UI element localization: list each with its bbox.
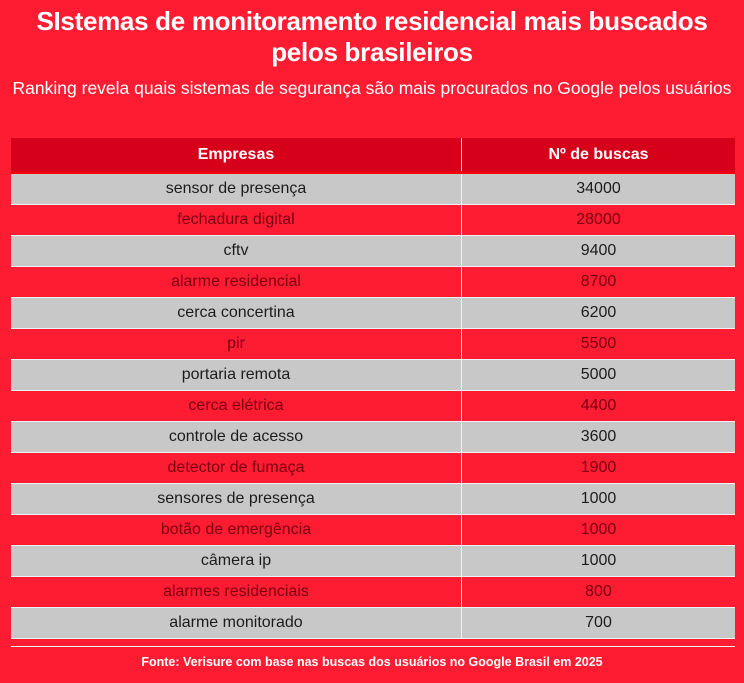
row-name: câmera ip	[11, 545, 462, 577]
row-name: sensores de presença	[11, 483, 462, 515]
table-row: fechadura digital 28000	[11, 204, 735, 236]
row-value: 34000	[461, 172, 735, 205]
table-header-row: Empresas Nº de buscas	[11, 138, 735, 174]
table-row: alarmes residenciais 800	[11, 576, 735, 608]
row-value: 1000	[461, 545, 735, 577]
source-note: Fonte: Verisure com base nas buscas dos …	[141, 655, 603, 669]
table-row: sensores de presença 1000	[11, 483, 735, 515]
row-value: 700	[461, 607, 735, 639]
row-value: 9400	[461, 235, 735, 267]
table-row: cftv 9400	[11, 235, 735, 267]
chart-title: SIstemas de monitoramento residencial ma…	[36, 6, 708, 67]
chart-subtitle: Ranking revela quais sistemas de seguran…	[12, 78, 732, 98]
row-value: 5000	[461, 359, 735, 391]
row-name: controle de acesso	[11, 421, 462, 453]
footer-divider	[11, 646, 735, 647]
row-name: alarme monitorado	[11, 607, 462, 639]
row-name: sensor de presença	[11, 172, 462, 205]
row-name: pir	[11, 328, 462, 360]
row-value: 8700	[461, 266, 735, 298]
row-value: 28000	[461, 204, 735, 236]
table-row: alarme residencial 8700	[11, 266, 735, 298]
row-value: 800	[461, 576, 735, 608]
row-name: cerca concertina	[11, 297, 462, 329]
table-row: sensor de presença 34000	[11, 172, 735, 205]
row-name: alarmes residenciais	[11, 576, 462, 608]
row-value: 5500	[461, 328, 735, 360]
row-name: alarme residencial	[11, 266, 462, 298]
table-row: câmera ip 1000	[11, 545, 735, 577]
row-value: 6200	[461, 297, 735, 329]
row-name: portaria remota	[11, 359, 462, 391]
table-row: botão de emergência 1000	[11, 514, 735, 546]
row-value: 4400	[461, 390, 735, 422]
row-name: cftv	[11, 235, 462, 267]
row-value: 1900	[461, 452, 735, 484]
row-name: detector de fumaça	[11, 452, 462, 484]
table-row: controle de acesso 3600	[11, 421, 735, 453]
column-header-buscas: Nº de buscas	[461, 138, 735, 174]
table-row: portaria remota 5000	[11, 359, 735, 391]
table-row: cerca concertina 6200	[11, 297, 735, 329]
table-row: pir 5500	[11, 328, 735, 360]
row-value: 1000	[461, 514, 735, 546]
ranking-table: Empresas Nº de buscas sensor de presença…	[11, 138, 735, 639]
table-row: detector de fumaça 1900	[11, 452, 735, 484]
row-name: fechadura digital	[11, 204, 462, 236]
row-name: cerca elétrica	[11, 390, 462, 422]
table-row: alarme monitorado 700	[11, 607, 735, 639]
row-name: botão de emergência	[11, 514, 462, 546]
row-value: 3600	[461, 421, 735, 453]
table-row: cerca elétrica 4400	[11, 390, 735, 422]
column-header-empresas: Empresas	[11, 138, 462, 174]
row-value: 1000	[461, 483, 735, 515]
